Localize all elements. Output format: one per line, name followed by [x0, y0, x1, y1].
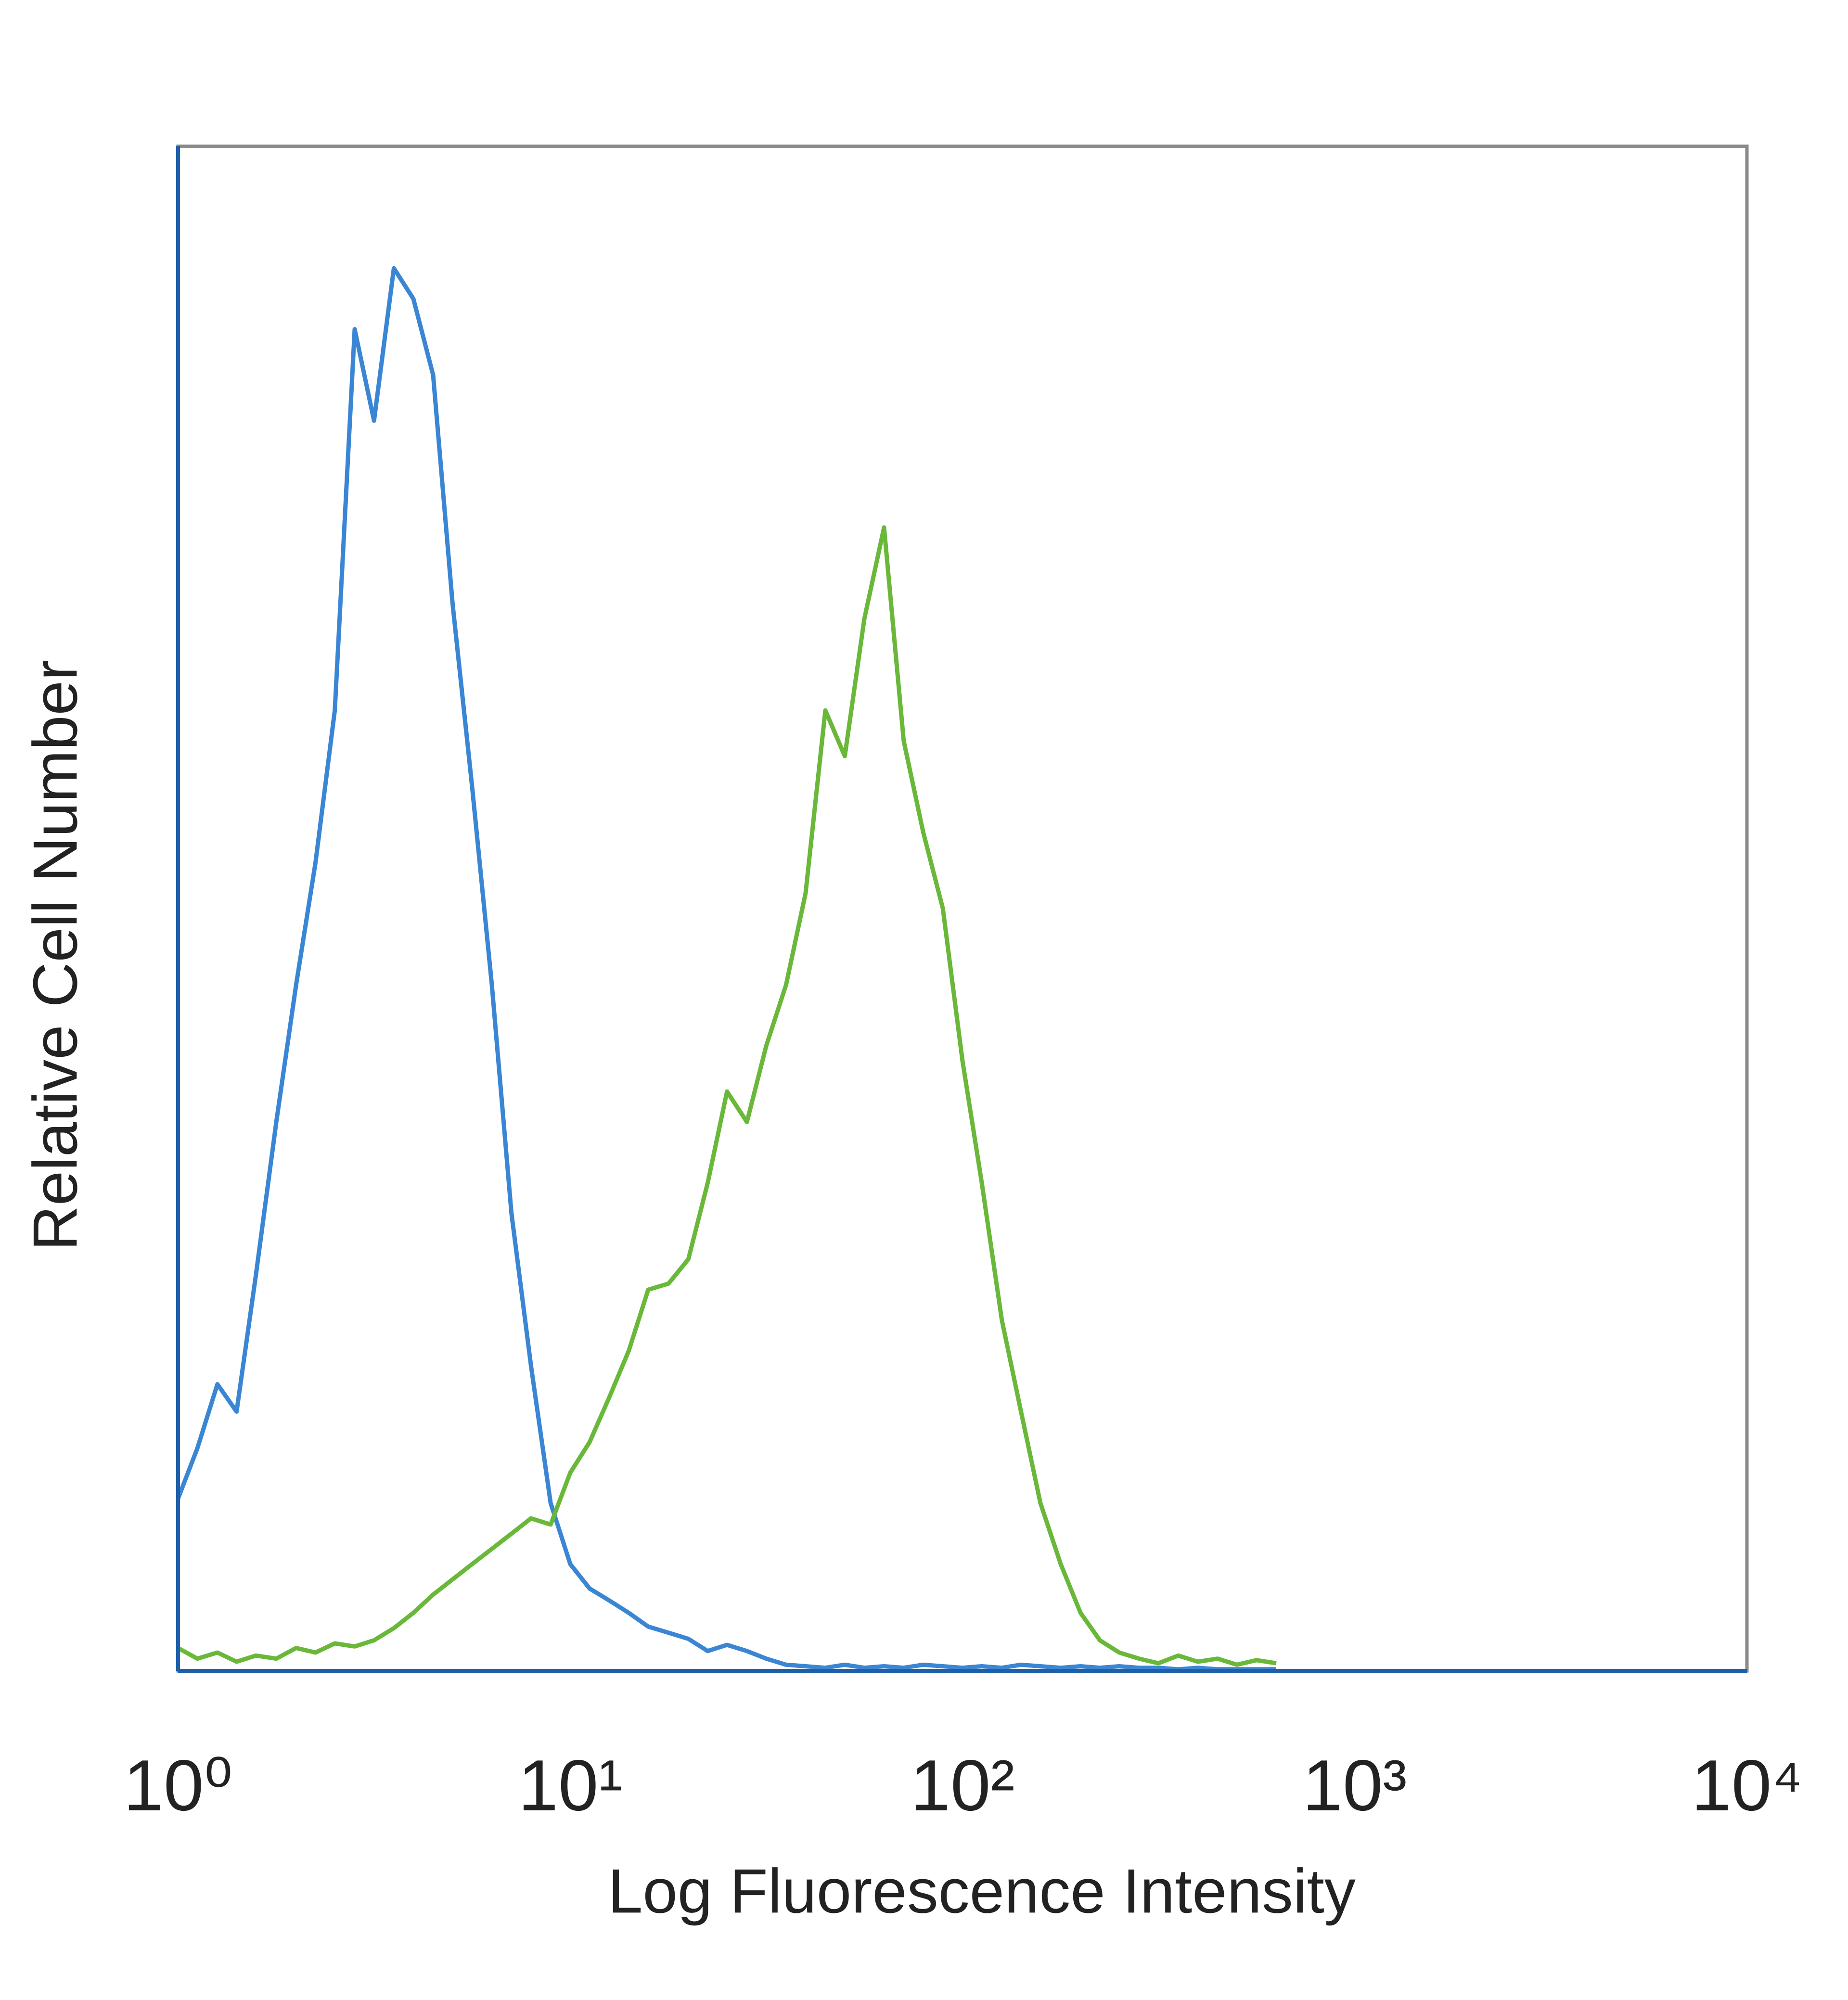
histogram-line: [177, 525, 1277, 1667]
y-axis-label: Relative Cell Number: [20, 660, 90, 1251]
x-tick-label: 10³: [1303, 1745, 1407, 1826]
x-tick-label: 10²: [911, 1745, 1015, 1826]
x-tick-label: 10⁰: [124, 1745, 233, 1826]
plot-frame: [176, 144, 1749, 1673]
histogram-line: [176, 266, 1276, 1672]
x-axis-label: Log Fluorescence Intensity: [608, 1856, 1356, 1926]
x-tick-label: 10¹: [518, 1745, 623, 1826]
x-tick-label: 10⁴: [1691, 1745, 1802, 1826]
